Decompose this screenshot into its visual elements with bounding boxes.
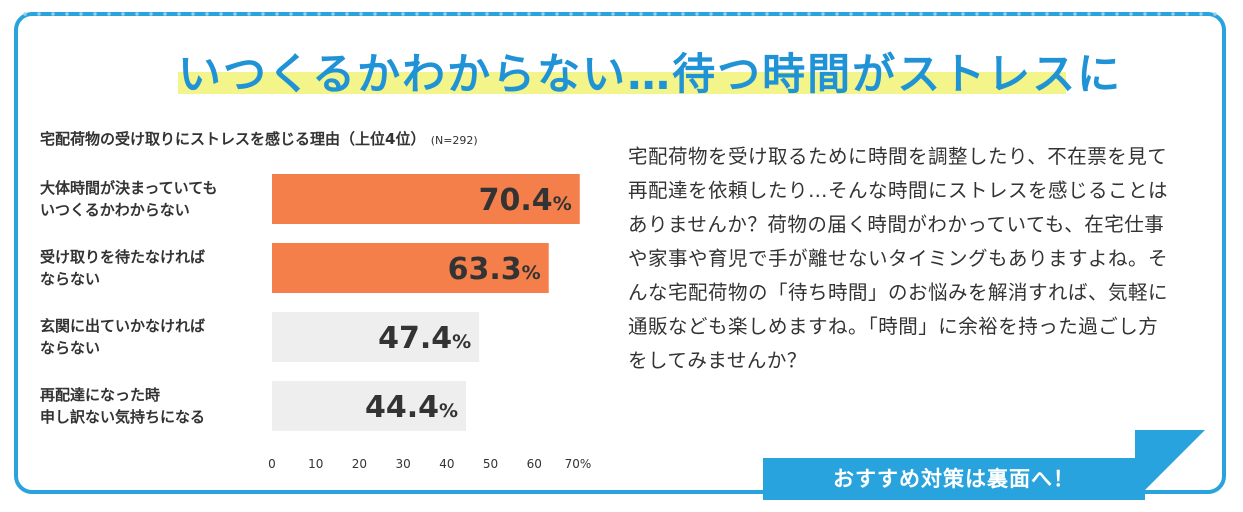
headline: いつくるかわからない…待つ時間がストレスに: [178, 50, 1123, 100]
x-tick-label: 10: [308, 457, 323, 471]
body-paragraph: 宅配荷物を受け取るために時間を調整したり、不在票を見て再配達を依頼したり…そんな…: [628, 145, 1169, 372]
chart-note: (N=292): [430, 134, 478, 147]
bar-2: [272, 243, 549, 293]
bar-3: [272, 312, 480, 362]
x-tick-label: 30: [396, 457, 411, 471]
x-tick-label: 0: [268, 457, 276, 471]
bar-value-label-1: 70.4%: [479, 183, 572, 218]
chart-title: 宅配荷物の受け取りにストレスを感じる理由（上位4位） (N=292): [40, 128, 478, 149]
cta-arrow-shape: [1135, 430, 1205, 500]
bar-1: [272, 174, 580, 224]
category-label-2: 受け取りを待たなければ ならない: [40, 248, 206, 288]
x-tick-label: 20: [352, 457, 367, 471]
headline-highlight: [178, 72, 1066, 94]
category-label-3: 玄関に出ていかなければ ならない: [40, 317, 206, 357]
dotted-border-decoration: [18, 10, 1222, 18]
bar-value-label-2: 63.3%: [448, 252, 541, 287]
bar-value-label-4: 44.4%: [365, 390, 458, 425]
x-tick-label: 40: [439, 457, 454, 471]
x-tick-label: 50: [483, 457, 498, 471]
bar-value-label-3: 47.4%: [378, 321, 471, 356]
cta-banner[interactable]: おすすめ対策は裏面へ！: [763, 458, 1145, 500]
x-tick-label: 70%: [565, 457, 592, 471]
bar-4: [272, 381, 467, 431]
chart-title-text: 宅配荷物の受け取りにストレスを感じる理由（上位4位）: [40, 130, 426, 148]
category-label-1: 大体時間が決まっていても いつくるかわからない: [40, 179, 218, 219]
category-label-4: 再配達になった時 申し訳ない気持ちになる: [40, 386, 206, 426]
headline-area: いつくるかわからない…待つ時間がストレスに: [178, 40, 1123, 100]
x-tick-label: 60: [527, 457, 542, 471]
